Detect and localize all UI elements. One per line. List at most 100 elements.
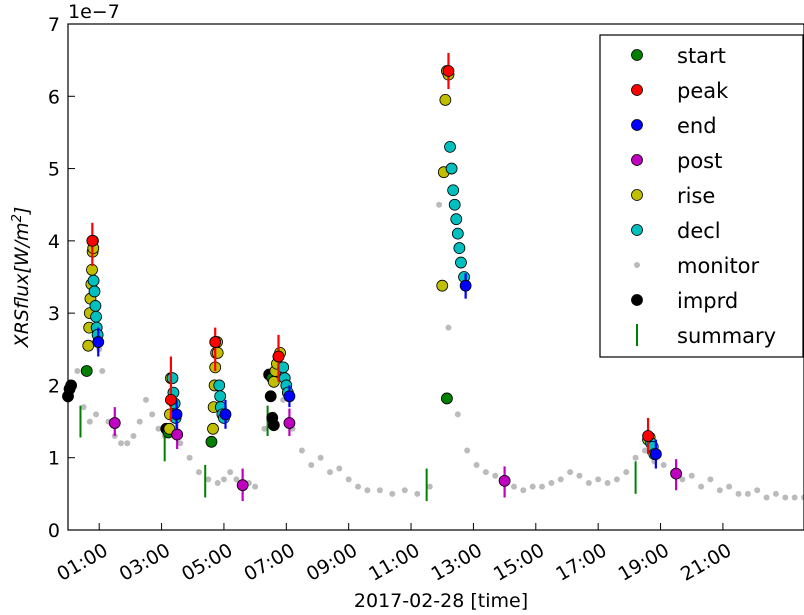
monitor-point xyxy=(735,490,742,497)
monitor-point xyxy=(698,483,705,490)
legend-label-start: start xyxy=(677,44,726,68)
monitor-point xyxy=(716,487,723,494)
peak-point xyxy=(165,393,177,406)
monitor-point xyxy=(136,418,143,425)
monitor-point xyxy=(744,490,751,497)
monitor-point xyxy=(414,490,421,497)
legend-label-imprd: imprd xyxy=(677,289,738,313)
series-layer xyxy=(62,52,804,502)
x-tick-label: 03:00 xyxy=(116,539,174,585)
monitor-point xyxy=(763,494,770,501)
decl-point xyxy=(445,162,458,175)
monitor-point xyxy=(214,480,221,487)
post-point xyxy=(108,417,121,429)
legend-label-decl: decl xyxy=(677,219,721,243)
decl-point xyxy=(447,184,460,197)
monitor-point xyxy=(548,480,555,487)
legend-marker-decl xyxy=(631,224,643,236)
post-point xyxy=(670,467,683,480)
monitor-point xyxy=(326,469,333,476)
decl-point xyxy=(90,310,102,323)
monitor-point xyxy=(195,469,202,476)
monitor-point xyxy=(791,494,798,501)
x-tick-label: 01:00 xyxy=(53,539,111,585)
x-tick-label: 13:00 xyxy=(427,539,485,585)
y-axis-label-main: XRSflux[W/m xyxy=(11,222,33,348)
monitor-point xyxy=(623,469,630,476)
monitor-point xyxy=(445,324,452,331)
end-point xyxy=(92,336,105,348)
post-point xyxy=(283,417,296,429)
post-point xyxy=(171,428,184,441)
y-axis-label-sup: 2 xyxy=(10,214,25,222)
x-tick-label: 19:00 xyxy=(615,539,673,585)
monitor-point xyxy=(401,487,408,494)
monitor-point xyxy=(130,433,137,440)
decl-point xyxy=(451,227,464,240)
monitor-point xyxy=(86,418,93,425)
y-tick-label: 6 xyxy=(48,86,60,108)
peak-point xyxy=(442,65,455,77)
monitor-point xyxy=(679,476,686,483)
decl-point xyxy=(450,213,463,226)
monitor-point xyxy=(510,483,517,490)
monitor-point xyxy=(464,447,471,454)
legend-label-monitor: monitor xyxy=(677,254,760,278)
monitor-point xyxy=(336,465,343,472)
peak-point xyxy=(272,350,285,363)
rise-point xyxy=(439,94,452,106)
peak-point xyxy=(209,336,222,348)
legend-marker-post xyxy=(631,154,643,166)
start-point xyxy=(80,365,93,377)
monitor-point xyxy=(80,404,87,411)
start-point xyxy=(205,435,218,448)
monitor-point xyxy=(345,476,352,483)
decl-point xyxy=(448,198,461,211)
legend-marker-rise xyxy=(631,189,643,201)
monitor-point xyxy=(754,487,761,494)
monitor-point xyxy=(364,487,371,494)
rise-point xyxy=(436,279,449,292)
y-tick-label: 3 xyxy=(48,303,60,325)
monitor-point xyxy=(252,483,259,490)
legend-marker-peak xyxy=(631,84,643,96)
post-point xyxy=(498,474,511,487)
axes-frame xyxy=(67,23,804,531)
decl-point xyxy=(444,140,456,153)
monitor-point xyxy=(124,440,131,447)
rise-point xyxy=(207,422,219,435)
legend-label-post: post xyxy=(677,149,722,173)
monitor-point xyxy=(93,411,100,418)
monitor-point xyxy=(355,483,362,490)
post-point xyxy=(236,479,249,492)
monitor-point xyxy=(155,425,162,432)
monitor-point xyxy=(205,476,212,483)
monitor-point xyxy=(308,461,315,468)
legend-label-end: end xyxy=(677,114,717,138)
end-point xyxy=(649,448,662,461)
monitor-point xyxy=(707,476,714,483)
x-tick-label: 07:00 xyxy=(240,539,298,585)
monitor-point xyxy=(389,490,396,497)
x-tick-label: 05:00 xyxy=(178,539,236,585)
y-tick-label: 0 xyxy=(48,520,60,542)
x-tick-label: 21:00 xyxy=(677,539,735,585)
x-tick-label: 09:00 xyxy=(303,539,361,585)
decl-point xyxy=(214,390,227,403)
monitor-point xyxy=(426,483,433,490)
monitor-point xyxy=(436,201,443,208)
x-tick-label: 15:00 xyxy=(490,539,548,585)
monitor-point xyxy=(801,494,804,501)
monitor-point xyxy=(660,461,667,468)
end-point xyxy=(219,408,232,421)
legend-marker-end xyxy=(631,119,643,131)
monitor-point xyxy=(186,454,193,461)
imprd-point xyxy=(267,419,280,432)
legend-marker-start xyxy=(631,49,643,61)
y-tick-label: 5 xyxy=(48,159,60,181)
x-tick-label: 17:00 xyxy=(552,539,610,585)
y-tick-label: 1 xyxy=(48,448,60,470)
monitor-point xyxy=(595,476,602,483)
monitor-point xyxy=(149,411,156,418)
